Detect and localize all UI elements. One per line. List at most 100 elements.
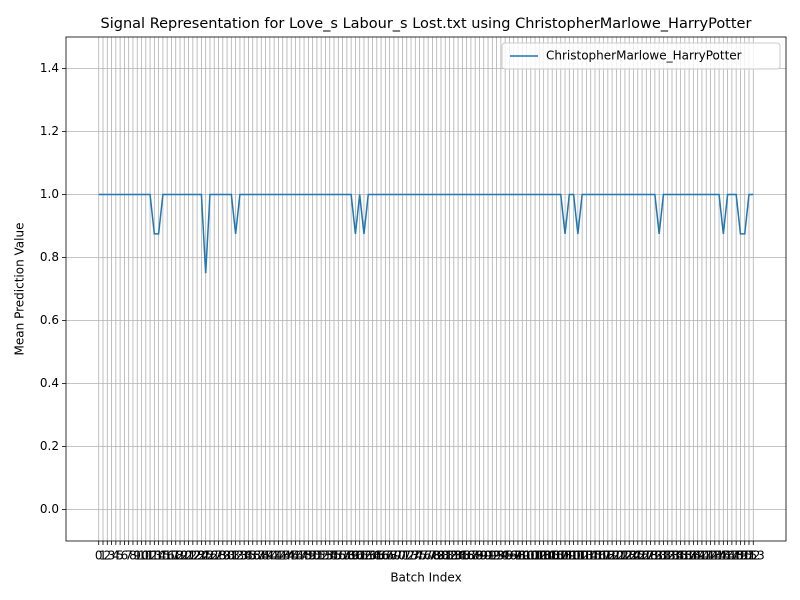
x-tick-label: 96 [502,549,517,563]
x-tick-label: 53 [318,549,333,563]
line-series [98,193,754,274]
x-tick-label: 48 [296,549,311,563]
x-tick-label: 3 [108,549,116,563]
x-tick-label: 114 [575,549,598,563]
x-tick-label: 80 [433,549,448,563]
x-tick-label: 22 [185,549,200,563]
x-tick-label: 98 [510,549,525,563]
x-tick-label: 151 [733,549,756,563]
x-tick-label: 152 [738,549,761,563]
x-tick-label: 84 [450,549,465,563]
x-tick-label: 16 [160,549,175,563]
x-tick-label: 9 [133,549,141,563]
x-tick-label: 79 [429,549,444,563]
x-tick-label: 63 [361,549,376,563]
x-tick-label: 23 [189,549,204,563]
x-tick-label: 69 [386,549,401,563]
x-tick-label: 105 [536,549,559,563]
y-tick-label: 1.0 [40,187,59,201]
x-tick-label: 10 [134,549,149,563]
x-tick-label: 70 [391,549,406,563]
x-tick-label: 57 [335,549,350,563]
x-tick-label: 145 [708,549,731,563]
x-tick-label: 83 [446,549,461,563]
x-tick-label: 112 [566,549,589,563]
x-tick-label: 11 [138,549,153,563]
x-tick-label: 113 [571,549,594,563]
x-tick-label: 117 [588,549,611,563]
x-tick-label: 125 [622,549,645,563]
x-tick-label: 1 [99,549,107,563]
x-tick-label: 143 [699,549,722,563]
x-tick-label: 93 [489,549,504,563]
x-tick-label: 64 [365,549,380,563]
x-tick-label: 97 [506,549,521,563]
x-tick-label: 13 [147,549,162,563]
x-tick-label: 58 [339,549,354,563]
x-tick-label: 21 [181,549,196,563]
x-tick-label: 40 [262,549,277,563]
y-tick-label: 1.2 [40,124,59,138]
y-tick-label: 1.4 [40,61,59,75]
x-axis-label: Batch Index [390,571,461,585]
x-tick-label: 81 [438,549,453,563]
x-tick-label: 130 [643,549,666,563]
x-tick-label: 119 [596,549,619,563]
x-tick-label: 41 [266,549,281,563]
x-tick-label: 131 [648,549,671,563]
x-tick-label: 135 [665,549,688,563]
x-tick-label: 132 [652,549,675,563]
chart-title: Signal Representation for Love_s Labour_… [101,16,752,32]
x-tick-label: 89 [472,549,487,563]
x-tick-label: 29 [215,549,230,563]
x-tick-label: 18 [168,549,183,563]
x-tick-label: 147 [716,549,739,563]
x-tick-label: 92 [485,549,500,563]
x-tick-label: 72 [399,549,414,563]
x-tick-label: 133 [656,549,679,563]
x-tick-label: 111 [562,549,585,563]
x-tick-label: 4 [112,549,120,563]
x-tick-label: 20 [177,549,192,563]
x-tick-label: 34 [237,549,252,563]
x-tick-label: 115 [579,549,602,563]
x-tick-label: 38 [254,549,269,563]
x-tick-label: 2 [103,549,111,563]
x-tick-label: 137 [673,549,696,563]
x-tick-label: 85 [455,549,470,563]
x-tick-label: 52 [314,549,329,563]
x-tick-label: 128 [635,549,658,563]
legend-box [501,42,781,70]
x-tick-label: 140 [686,549,709,563]
x-tick-label: 88 [468,549,483,563]
y-tick-label: 0.6 [40,313,59,327]
x-tick-label: 86 [459,549,474,563]
x-tick-label: 121 [605,549,628,563]
x-tick-label: 51 [309,549,324,563]
x-tick-label: 148 [720,549,743,563]
x-tick-label: 134 [661,549,684,563]
x-tick-label: 104 [532,549,555,563]
x-tick-label: 68 [382,549,397,563]
x-tick-label: 35 [241,549,256,563]
x-tick-label: 42 [271,549,286,563]
x-tick-label: 15 [155,549,170,563]
x-tick-label: 56 [331,549,346,563]
x-tick-label: 36 [245,549,260,563]
x-tick-label: 101 [519,549,542,563]
x-tick-label: 146 [712,549,735,563]
x-tick-label: 67 [378,549,393,563]
x-tick-label: 110 [558,549,581,563]
x-tick-label: 25 [198,549,213,563]
x-tick-label: 65 [369,549,384,563]
x-tick-label: 30 [219,549,234,563]
x-tick-label: 139 [682,549,705,563]
plot-frame [65,36,787,542]
x-tick-label: 100 [515,549,538,563]
x-tick-label: 108 [549,549,572,563]
y-tick-label: 0.0 [40,502,59,516]
x-tick-label: 109 [554,549,577,563]
x-tick-label: 14 [151,549,166,563]
y-axis-label: Mean Prediction Value [13,223,27,356]
